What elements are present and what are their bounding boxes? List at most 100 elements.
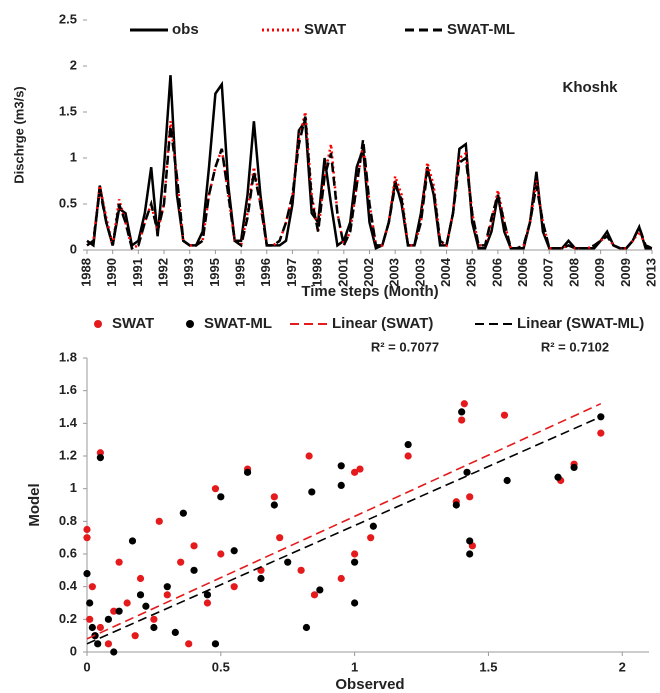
- x-tick-label: 1988: [78, 258, 93, 287]
- point: [163, 583, 171, 591]
- y-tick-label: 0.2: [59, 611, 77, 626]
- x-tick-label: 1995: [233, 258, 248, 287]
- point: [110, 607, 118, 615]
- point: [308, 488, 316, 496]
- point: [83, 525, 91, 534]
- x-tick-label: 1.5: [479, 659, 497, 674]
- point: [243, 468, 252, 476]
- y-tick-label: 1.2: [59, 447, 77, 462]
- point: [155, 517, 163, 525]
- x-tick-label: 2009: [592, 258, 607, 287]
- legend-marker: [186, 320, 194, 328]
- point: [86, 615, 94, 623]
- point: [337, 574, 345, 583]
- x-tick-label: 2004: [438, 257, 453, 287]
- point: [211, 485, 220, 493]
- point: [163, 591, 171, 599]
- x-tick-label: 2001: [335, 258, 350, 287]
- point: [466, 493, 474, 501]
- y-tick-label: 0: [70, 241, 77, 256]
- point: [351, 468, 359, 476]
- x-tick-label: 2006: [515, 258, 530, 287]
- point: [466, 550, 474, 558]
- point: [83, 570, 91, 578]
- point: [276, 534, 284, 542]
- point: [458, 416, 466, 424]
- y-axis-title: Dischrge (m3/s): [11, 86, 26, 184]
- y-tick-label: 1.8: [59, 349, 77, 364]
- point: [217, 550, 225, 558]
- point: [597, 413, 605, 421]
- point: [284, 558, 292, 566]
- point: [179, 509, 187, 517]
- point: [297, 566, 305, 574]
- y-tick-label: 1.4: [59, 415, 78, 430]
- point: [554, 473, 562, 481]
- point: [115, 558, 123, 566]
- x-tick-label: 2003: [387, 258, 402, 287]
- series-line: [86, 116, 653, 250]
- point: [190, 566, 198, 574]
- point: [88, 583, 96, 591]
- y-tick-label: 0: [70, 643, 77, 658]
- point: [270, 493, 278, 501]
- point: [404, 440, 412, 449]
- trend-line: [86, 416, 602, 645]
- legend-label: Linear (SWAT): [332, 315, 433, 332]
- point: [356, 465, 364, 473]
- point: [270, 501, 278, 509]
- x-tick-label: 2002: [361, 258, 376, 287]
- point: [316, 586, 324, 594]
- point: [136, 574, 145, 583]
- point: [351, 550, 359, 558]
- x-tick-label: 2007: [541, 258, 556, 287]
- x-tick-label: 0: [83, 659, 90, 674]
- point: [369, 522, 377, 530]
- point: [88, 623, 96, 632]
- point: [185, 640, 193, 648]
- x-tick-label: 1992: [155, 258, 170, 287]
- x-tick-label: 1995: [207, 258, 222, 287]
- point: [177, 558, 185, 566]
- x-tick-label: 2003: [412, 258, 427, 287]
- point: [570, 463, 578, 472]
- point: [123, 599, 131, 607]
- point: [115, 607, 123, 615]
- y-tick-label: 2.5: [59, 11, 77, 26]
- point: [110, 648, 118, 656]
- legend-label: SWAT-ML: [447, 21, 515, 38]
- point: [230, 547, 238, 555]
- point: [96, 454, 104, 462]
- point: [500, 411, 509, 419]
- point: [458, 408, 466, 416]
- point: [466, 537, 474, 545]
- point: [94, 640, 102, 648]
- point: [171, 628, 179, 637]
- x-tick-label: 1997: [284, 258, 299, 287]
- x-tick-label: 1998: [310, 258, 325, 287]
- x-tick-label: 2005: [464, 258, 479, 287]
- point: [351, 599, 359, 607]
- point: [337, 481, 345, 489]
- point: [460, 400, 468, 408]
- legend-label: SWAT: [112, 315, 154, 332]
- x-tick-label: 1990: [104, 258, 119, 287]
- point: [302, 623, 311, 632]
- point: [96, 623, 104, 632]
- point: [404, 452, 412, 460]
- y-axis-title: Model: [26, 483, 43, 526]
- r-squared: R² = 0.7077: [371, 339, 439, 354]
- point: [142, 602, 150, 610]
- point: [150, 623, 158, 632]
- x-tick-label: 1991: [130, 258, 145, 287]
- x-tick-label: 1: [351, 659, 358, 674]
- y-tick-label: 0.4: [59, 578, 78, 593]
- point: [131, 632, 139, 640]
- point: [305, 452, 313, 460]
- point: [104, 615, 113, 623]
- x-tick-label: 1993: [181, 258, 196, 287]
- x-tick-label: 2008: [566, 258, 581, 287]
- legend-label: SWAT-ML: [204, 315, 272, 332]
- series-line: [86, 75, 652, 250]
- point: [452, 501, 460, 509]
